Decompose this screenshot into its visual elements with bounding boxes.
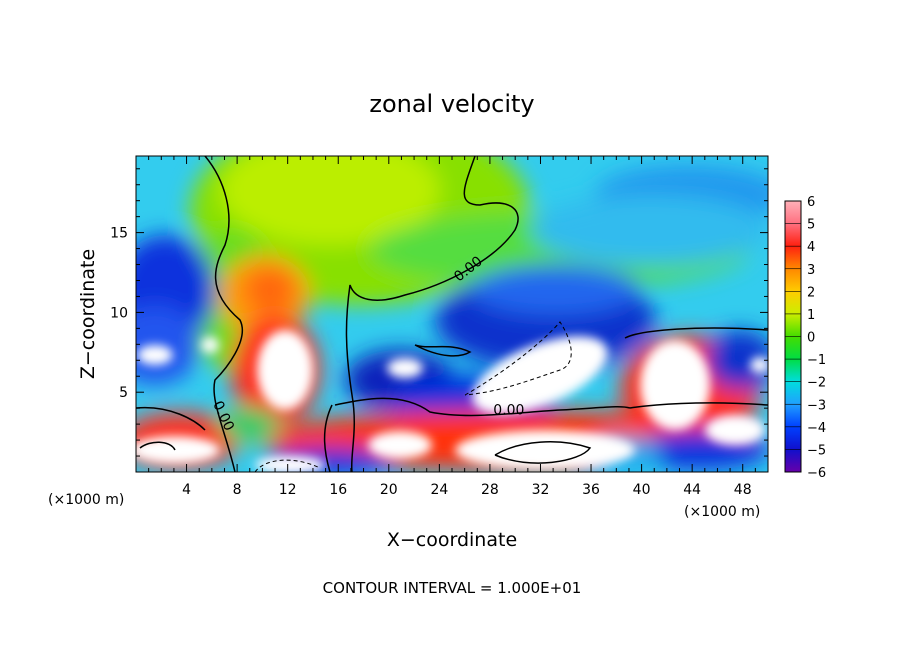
x-tick-label: 40 — [633, 482, 651, 498]
colorbar-tick-label: −6 — [807, 466, 826, 481]
x-tick-label: 36 — [582, 482, 600, 498]
colorbar-ticks: 6 5 4 3 2 1 0 −1 −2 −3 −4 −5 −6 — [785, 195, 826, 481]
colorbar-tick-label: −4 — [807, 421, 826, 436]
y-tick-label: 15 — [110, 226, 128, 242]
x-tick-label: 20 — [380, 482, 398, 498]
x-tick-label: 16 — [329, 482, 347, 498]
colorbar-tick-label: 4 — [807, 240, 815, 255]
x-tick-label: 32 — [532, 482, 550, 498]
colorbar-tick-label: −1 — [807, 353, 826, 368]
x-tick-label: 4 — [182, 482, 191, 498]
colorbar-tick-label: 1 — [807, 308, 815, 323]
colorbar-tick-label: 3 — [807, 263, 815, 278]
x-tick-label: 48 — [734, 482, 752, 498]
colorbar-tick-label: 6 — [807, 195, 815, 210]
colorbar-tick-label: 0 — [807, 331, 815, 346]
contour-label: 0.00 — [493, 403, 524, 419]
x-tick-label: 44 — [683, 482, 701, 498]
y-scale-note: (×1000 m) — [48, 492, 124, 508]
chart-title: zonal velocity — [369, 90, 534, 118]
x-axis-ticks — [148, 156, 756, 472]
colorbar-tick-label: −2 — [807, 376, 826, 391]
heatmap-field — [136, 156, 768, 472]
colorbar-tick-label: −5 — [807, 443, 826, 458]
x-tick-label: 28 — [481, 482, 499, 498]
y-axis-tick-labels: 5 10 15 — [110, 226, 128, 402]
y-axis-label: Z−coordinate — [77, 249, 99, 379]
x-scale-note: (×1000 m) — [684, 504, 760, 520]
y-tick-label: 5 — [119, 385, 128, 401]
y-axis-ticks — [136, 168, 768, 457]
x-tick-label: 8 — [233, 482, 242, 498]
colorbar-tick-label: −3 — [807, 398, 826, 413]
zero-contours — [136, 156, 768, 472]
colorbar: 6 5 4 3 2 1 0 −1 −2 −3 −4 −5 −6 — [784, 195, 826, 481]
colorbar-tick-label: 2 — [807, 285, 815, 300]
x-tick-label: 12 — [279, 482, 297, 498]
x-axis-tick-labels: 4 8 12 16 20 24 28 32 36 40 44 48 — [182, 482, 752, 498]
contour-interval-note: CONTOUR INTERVAL = 1.000E+01 — [323, 579, 582, 597]
y-tick-label: 10 — [110, 305, 128, 321]
x-tick-label: 24 — [430, 482, 448, 498]
x-axis-label: X−coordinate — [387, 529, 517, 551]
negative-contours — [254, 321, 572, 472]
colorbar-tick-label: 5 — [807, 218, 815, 233]
